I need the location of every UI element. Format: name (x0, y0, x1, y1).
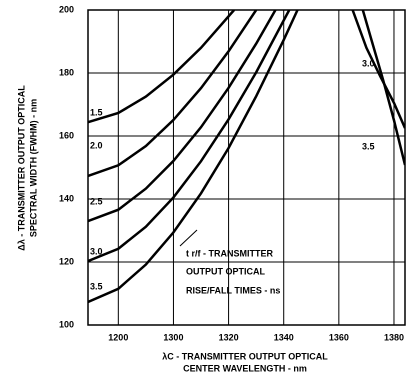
annotation: OUTPUT OPTICAL (186, 266, 265, 276)
y-axis-label: Δλ - TRANSMITTER OUTPUT OPTICAL (16, 85, 26, 251)
x-tick-label: 1360 (329, 332, 349, 342)
y-tick-label: 100 (59, 319, 74, 329)
annotation: t r/f - TRANSMITTER (186, 248, 273, 258)
x-tick-label: 1300 (163, 332, 183, 342)
curve (88, 10, 277, 223)
curve-label: 2.0 (90, 140, 103, 150)
x-tick-label: 1200 (108, 332, 128, 342)
curve-label: 1.5 (90, 107, 103, 117)
y-tick-label: 120 (59, 256, 74, 266)
y-axis-label: SPECTRAL WIDTH (FWHM) - nm (28, 99, 38, 237)
annotation: RISE/FALL TIMES - ns (186, 285, 280, 295)
curve (88, 10, 291, 263)
curve-label: 3.0 (90, 246, 103, 256)
x-tick-label: 1380 (384, 332, 404, 342)
curve (351, 10, 405, 129)
x-tick-label: 1320 (219, 332, 239, 342)
curve-label: 3.5 (90, 281, 103, 291)
x-axis-label: λC - TRANSMITTER OUTPUT OPTICAL (162, 351, 328, 361)
grid (88, 9, 405, 326)
curve-label: 2.5 (90, 196, 103, 206)
x-tick-label: 1340 (274, 332, 294, 342)
curve-label: 3.0 (362, 58, 375, 68)
curve (361, 10, 405, 166)
y-tick-label: 180 (59, 67, 74, 77)
curves (88, 10, 405, 304)
y-tick-label: 140 (59, 193, 74, 203)
curve (88, 10, 236, 124)
y-tick-label: 200 (59, 4, 74, 14)
curve (88, 10, 258, 178)
curve-label: 3.5 (362, 141, 375, 151)
annotation-leader (179, 229, 198, 247)
y-tick-label: 160 (59, 130, 74, 140)
curve (88, 10, 299, 304)
x-axis-label: CENTER WAVELENGTH - nm (183, 363, 307, 373)
